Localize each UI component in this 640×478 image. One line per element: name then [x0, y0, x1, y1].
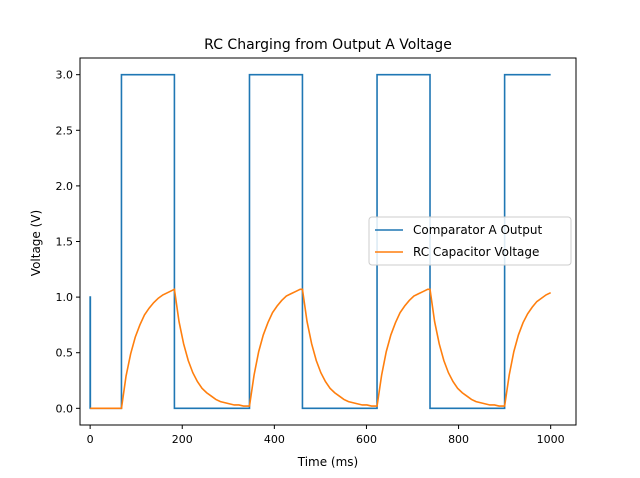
legend-label-capacitor: RC Capacitor Voltage: [413, 245, 539, 259]
y-tick-label-2: 1.0: [56, 291, 74, 304]
x-axis-label: Time (ms): [297, 455, 359, 469]
y-tick-label-4: 2.0: [56, 180, 74, 193]
x-tick-label-2: 400: [264, 433, 285, 446]
series-line-1: [90, 288, 552, 410]
legend-label-comparator: Comparator A Output: [413, 223, 542, 237]
legend-box: [368, 216, 572, 266]
y-tick-label-3: 1.5: [56, 236, 74, 249]
y-tick-label-5: 2.5: [56, 124, 74, 137]
x-tick-label-3: 600: [356, 433, 377, 446]
y-axis-label: Voltage (V): [29, 210, 43, 276]
y-tick-label-0: 0.0: [56, 402, 74, 415]
x-tick-label-1: 200: [172, 433, 193, 446]
x-tick-label-0: 0: [87, 433, 94, 446]
x-tick-label-5: 1000: [537, 433, 565, 446]
legend: Comparator A Output RC Capacitor Voltage: [368, 216, 572, 266]
series-layer: [89, 73, 552, 410]
x-tick-label-4: 800: [448, 433, 469, 446]
y-tick-label-1: 0.5: [56, 347, 74, 360]
axes-layer: 0 200 400 600 800 1000 0.0 0.5 1.0 1.5 2.0 2.5 3.0: [56, 57, 577, 446]
chart-title: RC Charging from Output A Voltage: [204, 37, 452, 53]
y-tick-label-6: 3.0: [56, 69, 74, 82]
